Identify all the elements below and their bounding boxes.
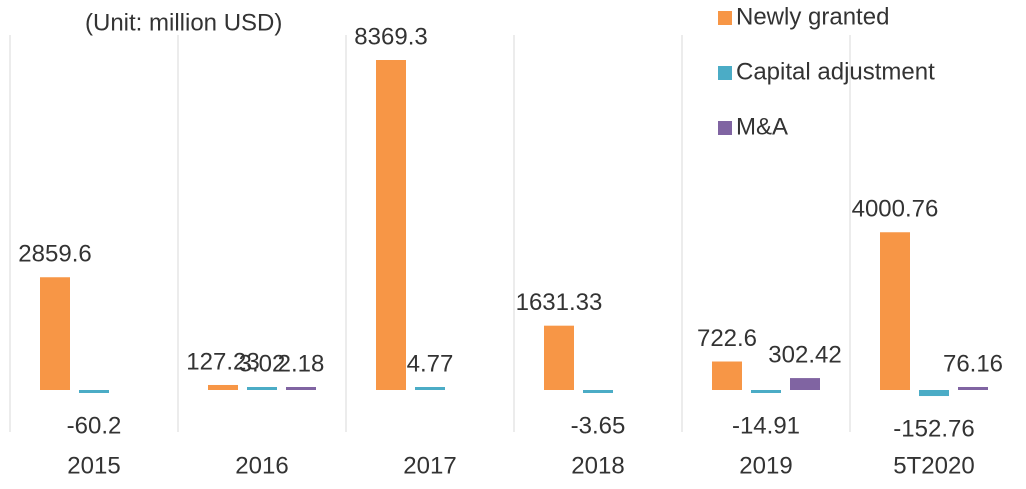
data-label: 2859.6 [18, 241, 91, 268]
bar [919, 390, 949, 397]
bar [880, 232, 910, 390]
x-tick-label: 2017 [403, 452, 456, 479]
data-label: -14.91 [732, 412, 800, 439]
legend-swatch [718, 11, 732, 25]
data-label: 127.23 [186, 348, 259, 375]
data-label: 76.16 [943, 350, 1003, 377]
legend-swatch [718, 121, 732, 135]
bar [247, 387, 277, 390]
data-label: 8369.3 [354, 23, 427, 50]
data-label: 302.42 [768, 341, 841, 368]
bar [958, 386, 988, 390]
bar [790, 378, 820, 390]
data-label: -60.2 [67, 412, 122, 439]
bar [208, 384, 238, 390]
data-label: 2.18 [278, 350, 325, 377]
legend-label: Capital adjustment [736, 58, 935, 85]
bar [544, 325, 574, 390]
legend-swatch [718, 66, 732, 80]
data-label: 722.6 [697, 325, 757, 352]
data-label: 4000.76 [852, 196, 939, 223]
bar [79, 390, 109, 393]
x-tick-label: 2015 [67, 452, 120, 479]
x-tick-label: 2016 [235, 452, 288, 479]
x-tick-label: 2019 [739, 452, 792, 479]
chart-subtitle: (Unit: million USD) [85, 9, 282, 36]
bar [376, 60, 406, 390]
x-tick-label: 2018 [571, 452, 624, 479]
data-label: 4.77 [407, 350, 454, 377]
x-tick-label: 5T2020 [893, 452, 974, 479]
data-label: -152.76 [893, 415, 974, 442]
bar [40, 277, 70, 390]
data-label: 1631.33 [516, 289, 603, 316]
legend-label: M&A [736, 113, 788, 140]
bar [415, 387, 445, 390]
data-label: 3.02 [239, 350, 286, 377]
bar [286, 387, 316, 390]
bar [712, 361, 742, 390]
bar [751, 390, 781, 393]
bar [583, 390, 613, 393]
legend-label: Newly granted [736, 3, 889, 30]
data-label: -3.65 [571, 412, 626, 439]
